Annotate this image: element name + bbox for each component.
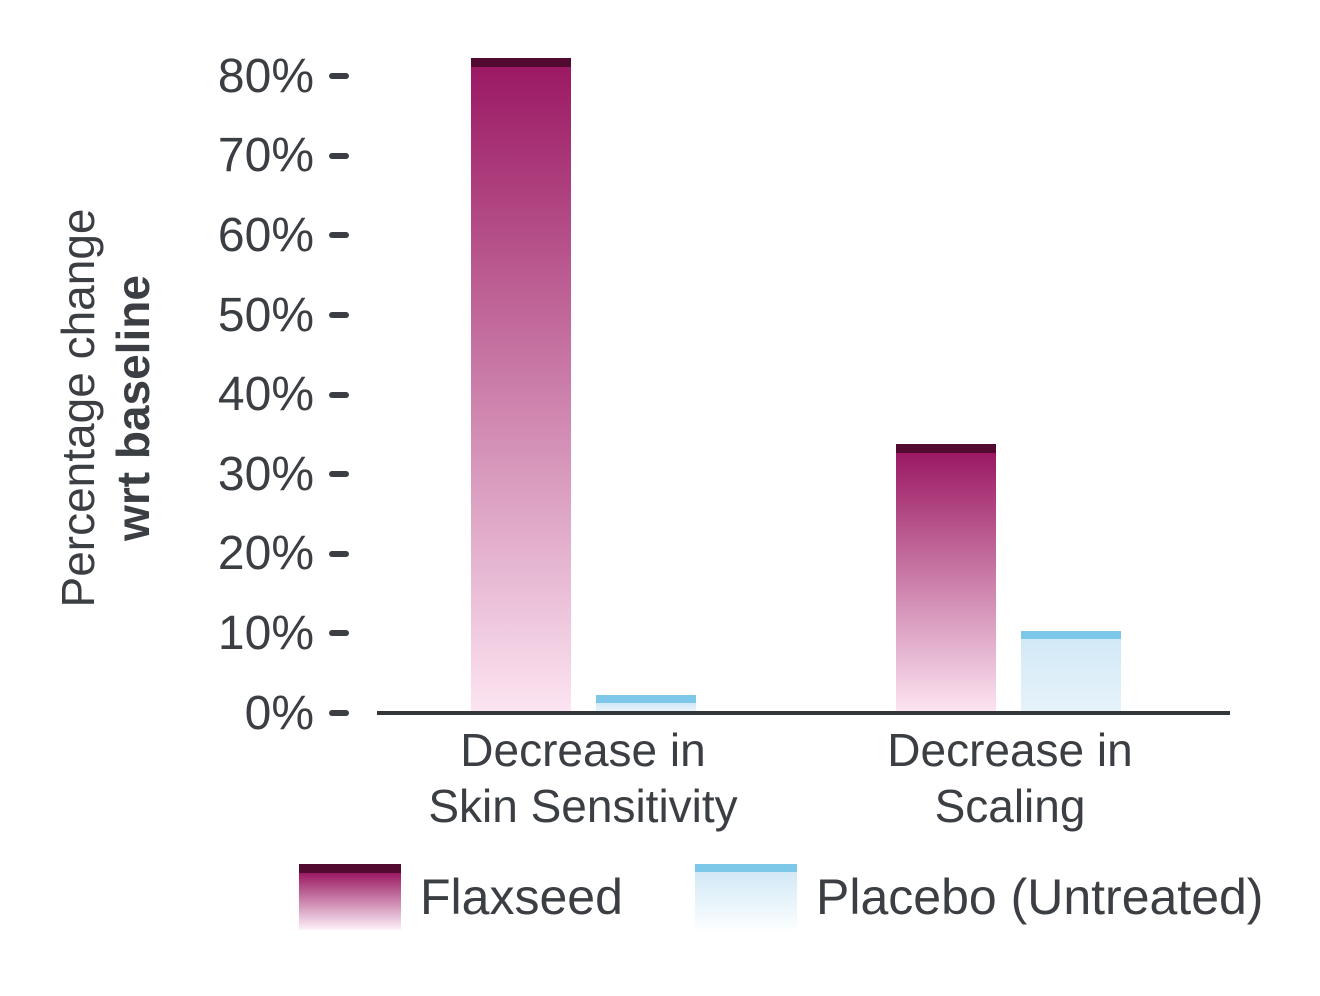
y-tick-label: 10%	[217, 606, 314, 660]
y-tick-label: 20%	[217, 527, 314, 581]
y-axis-title-line-1: Percentage change	[52, 208, 104, 608]
category-label-line: Decrease in	[460, 724, 706, 776]
y-tick-mark	[329, 73, 349, 80]
bar-placebo-untreated-category-1	[1021, 631, 1121, 711]
y-tick-mark	[329, 152, 349, 159]
y-tick-mark	[329, 630, 349, 637]
legend-item-placebo: Placebo (Untreated)	[695, 864, 1263, 930]
y-tick-mark	[329, 232, 349, 239]
y-tick-label: 50%	[217, 288, 314, 342]
legend-label-placebo: Placebo (Untreated)	[816, 869, 1264, 925]
legend-label-flaxseed: Flaxseed	[420, 869, 623, 925]
y-tick-label: 60%	[217, 208, 314, 262]
y-tick-mark	[329, 312, 349, 318]
y-tick-label: 40%	[217, 368, 314, 422]
y-axis-title: Percentage change wrt baseline	[51, 209, 161, 608]
y-tick-label: 0%	[244, 686, 314, 740]
y-tick-label: 30%	[217, 447, 314, 501]
bar-flaxseed-category-0	[471, 58, 571, 711]
legend-swatch-placebo	[695, 864, 797, 930]
category-label-line: Scaling	[934, 780, 1086, 832]
y-tick-mark	[329, 391, 349, 398]
y-axis-title-line-2: wrt baseline	[107, 275, 159, 541]
y-tick-label: 70%	[217, 129, 314, 183]
y-tick-mark	[329, 710, 349, 716]
category-label-line: Skin Sensitivity	[428, 780, 738, 832]
category-label-scaling: Decrease in Scaling	[760, 722, 1260, 834]
legend-swatch-flaxseed	[299, 864, 401, 930]
legend-item-flaxseed: Flaxseed	[299, 864, 623, 930]
y-tick-label: 80%	[217, 49, 314, 103]
x-axis-line	[377, 711, 1230, 715]
y-tick-mark	[329, 550, 349, 557]
category-label-skin-sensitivity: Decrease in Skin Sensitivity	[333, 722, 833, 834]
category-label-line: Decrease in	[887, 724, 1133, 776]
bar-placebo-untreated-category-0	[596, 695, 696, 711]
bar-flaxseed-category-1	[896, 444, 996, 711]
y-tick-mark	[329, 471, 349, 478]
